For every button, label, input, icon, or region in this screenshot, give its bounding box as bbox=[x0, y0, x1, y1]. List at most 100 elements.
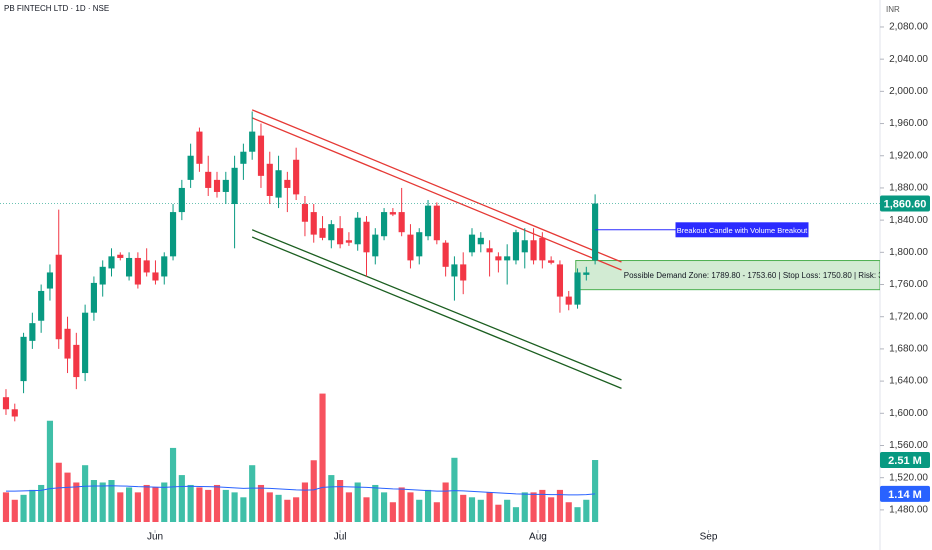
candle-body bbox=[380, 212, 388, 237]
volume-bar bbox=[178, 475, 185, 522]
volume-bar bbox=[240, 497, 247, 522]
candle-body bbox=[213, 179, 221, 192]
x-tick-label: Sep bbox=[700, 532, 718, 543]
volume-bar bbox=[205, 489, 212, 522]
candle-body bbox=[372, 234, 379, 257]
candle-body bbox=[152, 272, 159, 281]
y-tick-label: 1,760.00 bbox=[889, 279, 928, 290]
candle-body bbox=[126, 257, 133, 277]
volume-bar bbox=[592, 460, 599, 522]
candle-body bbox=[38, 290, 45, 321]
volume-bar bbox=[169, 447, 177, 522]
y-tick-label: 2,080.00 bbox=[889, 22, 928, 33]
volume-bar bbox=[451, 457, 458, 522]
volume-bar bbox=[196, 487, 203, 522]
candle-body bbox=[143, 260, 150, 273]
candle-body bbox=[73, 344, 80, 378]
volume-bar bbox=[477, 499, 484, 522]
volume-bar bbox=[486, 492, 493, 522]
candle-body bbox=[354, 217, 361, 245]
volume-ma-line bbox=[5, 485, 596, 496]
volume-bar bbox=[134, 492, 141, 522]
volume-bar bbox=[345, 492, 352, 522]
volume-bar bbox=[73, 482, 80, 522]
volume-bar bbox=[442, 482, 449, 522]
last-volume-label-box bbox=[880, 452, 930, 469]
demand-zone-text: Possible Demand Zone: 1789.80 - 1753.60 … bbox=[624, 271, 888, 280]
candle-body bbox=[407, 234, 414, 261]
y-tick-label: 1,880.00 bbox=[889, 183, 928, 194]
candle-body bbox=[169, 212, 177, 257]
volume-bar bbox=[293, 497, 300, 522]
volume-bar bbox=[275, 494, 282, 522]
candle-body bbox=[231, 167, 238, 205]
candle-body bbox=[504, 256, 511, 261]
candle-body bbox=[442, 242, 449, 267]
volume-bar bbox=[495, 504, 502, 522]
candle-body bbox=[275, 170, 282, 198]
candle-body bbox=[46, 272, 54, 289]
volume-bar bbox=[222, 489, 229, 522]
volume-bar bbox=[249, 465, 256, 522]
volume-bar bbox=[504, 499, 511, 522]
candle-body bbox=[521, 240, 528, 253]
y-tick-label: 1,800.00 bbox=[889, 247, 928, 258]
candle-body bbox=[486, 248, 493, 253]
trendline bbox=[251, 109, 622, 263]
volume-bar bbox=[512, 507, 520, 522]
y-tick-label: 1,960.00 bbox=[889, 118, 928, 129]
trendline bbox=[251, 117, 622, 271]
candle-body bbox=[178, 187, 185, 213]
candle-body bbox=[530, 240, 537, 261]
candle-body bbox=[2, 397, 10, 410]
volume-bar bbox=[284, 499, 291, 522]
candle-body bbox=[293, 159, 300, 195]
volume-bar bbox=[389, 502, 396, 522]
volume-bar bbox=[372, 484, 379, 522]
candle-body bbox=[249, 131, 256, 152]
candle-body bbox=[565, 296, 572, 305]
candle-body bbox=[468, 234, 476, 253]
trendline bbox=[251, 229, 622, 381]
volume-bar bbox=[231, 492, 238, 522]
volume-bar bbox=[257, 484, 265, 522]
volume-bar bbox=[380, 492, 388, 522]
trendline bbox=[251, 236, 622, 389]
volume-bar bbox=[266, 492, 273, 522]
y-tick-label: 2,040.00 bbox=[889, 54, 928, 65]
volume-bar bbox=[363, 497, 370, 522]
candle-body bbox=[284, 179, 291, 188]
volume-bar bbox=[548, 497, 555, 522]
volume-bar bbox=[530, 492, 537, 522]
candle-body bbox=[512, 232, 520, 261]
volume-bar bbox=[407, 492, 414, 522]
candle-body bbox=[108, 256, 115, 269]
volume-bar bbox=[565, 502, 572, 522]
volume-bar bbox=[126, 487, 133, 522]
volume-bar bbox=[328, 475, 335, 522]
y-tick-label: 1,920.00 bbox=[889, 150, 928, 161]
candle-body bbox=[574, 272, 581, 305]
candle-body bbox=[451, 264, 458, 277]
candle-body bbox=[196, 131, 203, 164]
candle-body bbox=[240, 151, 247, 164]
candle-body bbox=[187, 155, 194, 180]
candle-body bbox=[433, 205, 440, 241]
candle-body bbox=[424, 205, 432, 237]
candle-body bbox=[134, 257, 141, 285]
candle-body bbox=[20, 336, 27, 382]
x-tick-label: Aug bbox=[529, 532, 547, 543]
candle-body bbox=[345, 240, 352, 243]
candle-body bbox=[64, 328, 71, 359]
volume-bar bbox=[583, 499, 590, 522]
candle-body bbox=[328, 224, 335, 241]
candle-body bbox=[460, 264, 467, 281]
candle-body bbox=[477, 237, 484, 245]
volume-bar bbox=[539, 489, 546, 522]
candle-body bbox=[337, 228, 344, 245]
candle-body bbox=[583, 272, 590, 275]
y-tick-label: 1,560.00 bbox=[889, 440, 928, 451]
volume-bar bbox=[38, 484, 45, 522]
candle-body bbox=[301, 204, 309, 222]
